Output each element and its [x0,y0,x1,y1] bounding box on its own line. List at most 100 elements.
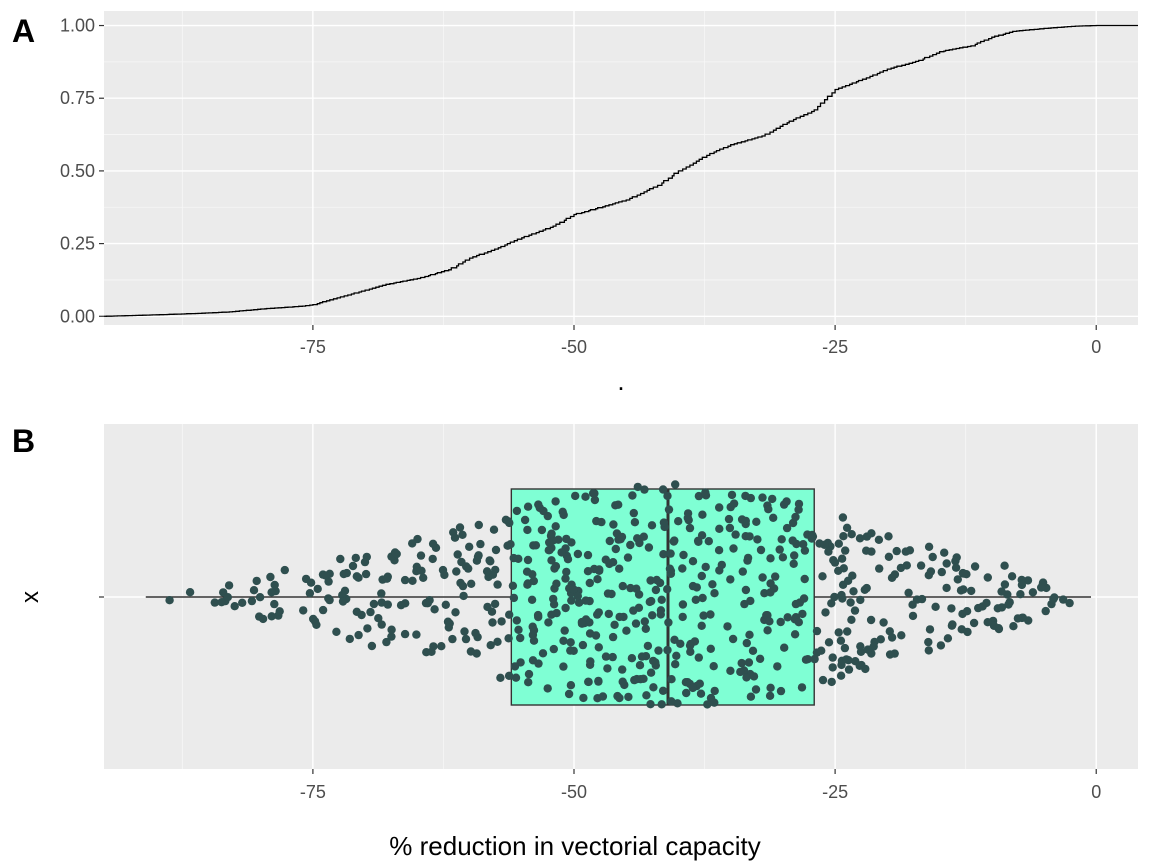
data-point [648,611,657,620]
data-point [280,565,289,575]
panel-b: B -75 -50 -25 0 x % reduction in vectorial … [12,423,1138,861]
data-point [827,677,836,687]
data-point [610,620,619,629]
data-point [631,619,641,628]
data-point [997,603,1007,612]
data-point [473,552,483,561]
data-point [855,661,864,670]
data-point [812,626,822,636]
data-point [710,698,719,707]
data-point [788,536,797,545]
data-point [667,675,676,684]
data-point [635,538,644,548]
data-point [603,664,612,673]
data-point [487,607,497,616]
data-point [514,554,523,563]
data-point [855,534,865,543]
data-point [1049,594,1058,604]
data-point [270,599,279,609]
data-point [843,627,852,636]
data-point [578,640,588,650]
data-point [340,586,350,595]
data-point [493,580,502,589]
data-point [345,634,354,644]
data-point [1016,590,1025,599]
data-point [639,674,648,683]
y-tick-label: 1.00 [60,16,95,36]
panel-b-x-axis-title: % reduction in vectorial capacity [389,831,760,861]
data-point [758,493,767,502]
data-point [765,617,774,626]
data-point [440,570,449,580]
data-point [688,557,698,566]
data-point [714,546,724,555]
data-point [318,605,328,615]
data-point [658,485,668,494]
data-point [504,517,513,526]
data-point [544,546,553,555]
data-point [383,600,392,609]
data-point [508,581,518,590]
data-point [646,700,655,709]
data-point [601,555,610,564]
data-point [997,587,1006,596]
data-point [766,554,775,563]
data-point [843,576,853,585]
data-point [529,576,538,586]
data-point [742,673,751,682]
data-point [731,530,740,539]
data-point [671,480,680,489]
data-point [1013,614,1023,623]
data-point [800,574,809,584]
data-point [724,514,734,524]
data-point [601,652,611,661]
data-point [594,677,603,686]
data-point [603,589,613,598]
data-point [566,646,575,655]
data-point [764,505,773,514]
data-point [676,639,685,648]
data-point [562,567,571,577]
data-point [664,618,673,627]
data-point [523,555,533,565]
data-point [486,641,495,650]
data-point [238,598,247,607]
data-point [694,653,703,662]
data-point [876,635,885,644]
data-point [803,655,812,664]
data-point [879,618,888,627]
data-point [657,595,666,604]
data-point [686,647,695,656]
data-point [509,593,519,603]
data-point [351,553,360,563]
data-point [549,600,559,609]
data-point [534,612,543,622]
data-point [1041,606,1050,616]
data-point [559,510,568,520]
data-point [837,554,847,563]
data-point [951,556,960,566]
data-point [867,547,876,556]
data-point [928,552,937,562]
data-point [504,671,514,680]
data-point [651,658,660,667]
data-point [874,535,884,544]
data-point [838,513,848,522]
data-point [382,574,392,583]
data-point [547,610,556,619]
data-point [942,559,951,568]
data-point [538,649,548,658]
data-point [618,677,627,686]
data-point [252,576,261,586]
data-point [678,564,687,573]
data-point [697,621,706,630]
data-point [744,658,754,667]
data-point [617,532,627,542]
data-point [729,499,739,508]
y-tick-label: 0.25 [60,234,95,254]
data-point [608,632,618,642]
data-point [642,691,651,700]
data-point [839,532,848,541]
data-point [817,646,826,655]
data-point [703,700,712,709]
